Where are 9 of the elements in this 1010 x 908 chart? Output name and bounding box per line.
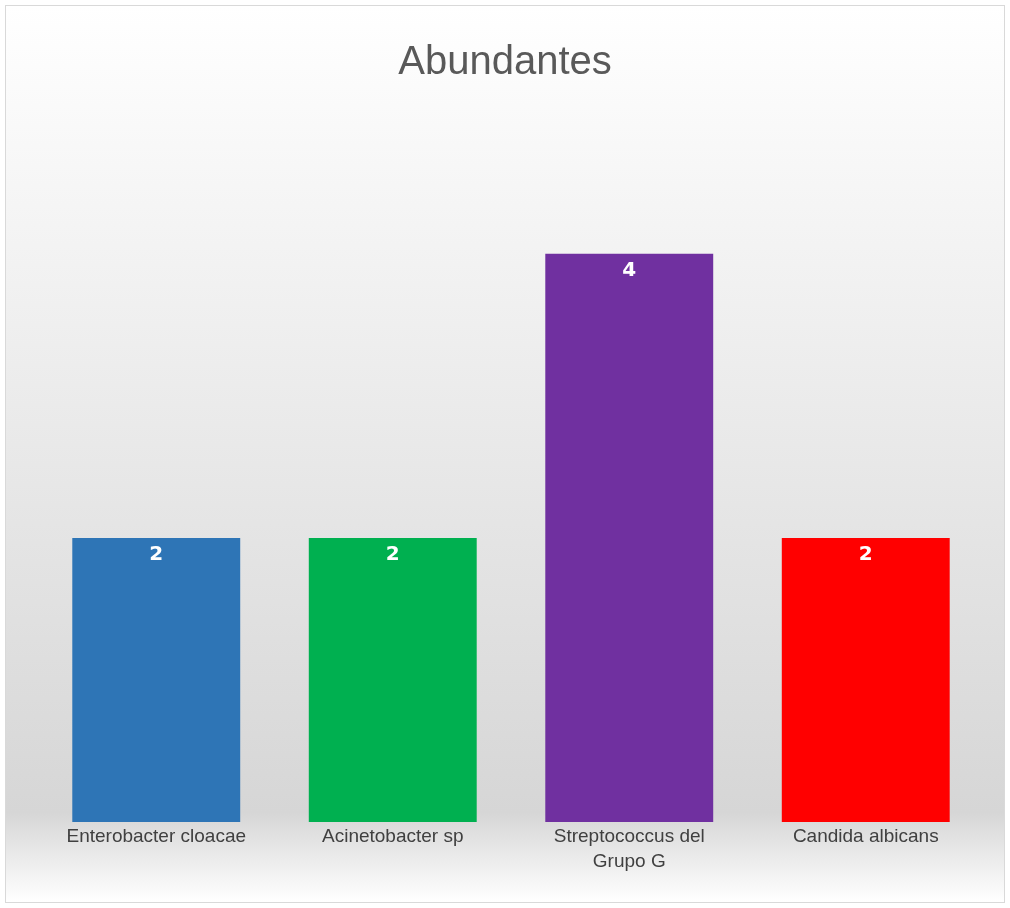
x-tick-label: Acinetobacter sp bbox=[321, 825, 464, 846]
data-label: 2 bbox=[858, 540, 873, 565]
data-label: 2 bbox=[149, 540, 164, 565]
x-tick-label: Enterobacter cloacae bbox=[66, 825, 247, 846]
x-tick-label: Candida albicans bbox=[792, 825, 939, 846]
data-label: 2 bbox=[385, 540, 400, 565]
data-label: 4 bbox=[622, 256, 637, 281]
chart-title: Abundantes bbox=[398, 38, 612, 83]
x-tick-label: Streptococcus del Grupo G bbox=[553, 825, 705, 871]
